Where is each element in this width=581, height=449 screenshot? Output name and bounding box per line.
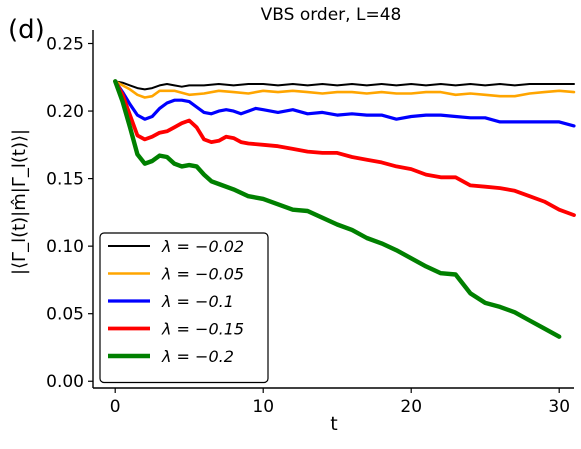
legend: λ = −0.02 λ = −0.05 λ = −0.1 λ = −0.15 λ = −… bbox=[99, 232, 269, 384]
x-tick-label: 10 bbox=[252, 397, 274, 417]
x-tick-label: 20 bbox=[400, 397, 422, 417]
legend-label: λ = −0.15 bbox=[161, 320, 244, 339]
series-line-2 bbox=[113, 80, 576, 99]
y-axis-label: |⟨Γ_l(t)|m̂|Γ_l(t)⟩| bbox=[9, 129, 30, 275]
x-tick-label: 30 bbox=[548, 397, 570, 417]
legend-label: λ = −0.05 bbox=[161, 265, 244, 284]
y-tick-label: 0.10 bbox=[46, 237, 84, 257]
legend-frame bbox=[99, 232, 269, 384]
y-tick-label: 0.25 bbox=[46, 35, 84, 55]
chart-title: VBS order, L=48 bbox=[261, 5, 402, 25]
series-line-1 bbox=[114, 80, 575, 91]
legend-label: λ = −0.2 bbox=[161, 347, 234, 366]
x-axis-label: t bbox=[330, 413, 337, 435]
y-tick-label: 0.00 bbox=[46, 372, 84, 392]
y-tick-label: 0.15 bbox=[46, 170, 84, 190]
series-line-3 bbox=[113, 79, 576, 128]
series-line-4 bbox=[113, 79, 576, 218]
y-tick-label: 0.20 bbox=[46, 102, 84, 122]
legend-label: λ = −0.1 bbox=[161, 292, 234, 311]
y-tick-label: 0.05 bbox=[46, 305, 84, 325]
legend-label: λ = −0.02 bbox=[161, 237, 244, 256]
panel-label: (d) bbox=[8, 15, 45, 45]
series-line-5 bbox=[112, 79, 562, 339]
x-tick-label: 0 bbox=[110, 397, 121, 417]
